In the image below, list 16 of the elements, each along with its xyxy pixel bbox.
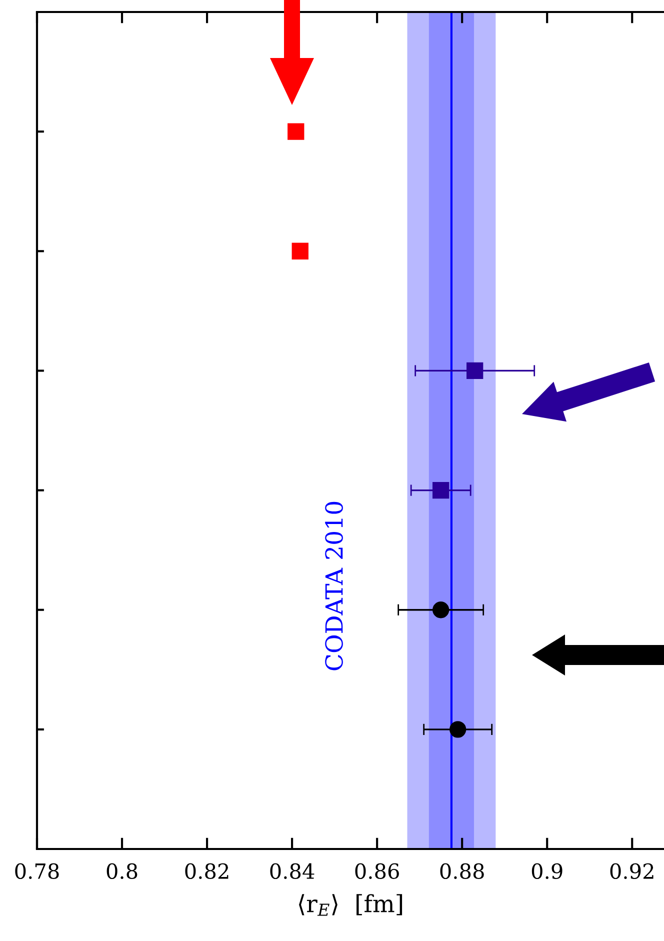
x-tick-label: 0.8: [106, 863, 138, 880]
band-label: CODATA 2010: [325, 502, 343, 670]
x-tick-label: 0.9: [532, 863, 562, 880]
point: [432, 602, 450, 618]
x-tick-label: 0.78: [15, 863, 59, 880]
point: [292, 242, 308, 260]
x-tick-label: 0.92: [610, 863, 654, 880]
point: [432, 482, 450, 499]
x-tick-label: 0.82: [185, 863, 228, 880]
point: [450, 721, 466, 738]
point: [288, 123, 304, 140]
x-tick-label: 0.88: [440, 863, 484, 880]
x-tick-label: 0.84: [270, 863, 314, 880]
point: [466, 362, 484, 380]
x-tick-label: 0.86: [355, 863, 399, 880]
x-axis-title: ⟨r$_{E}$⟩ [fm]: [299, 894, 402, 916]
